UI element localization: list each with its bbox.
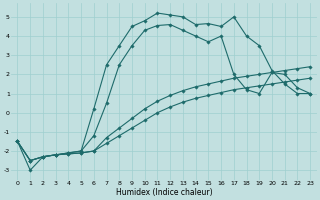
X-axis label: Humidex (Indice chaleur): Humidex (Indice chaleur)	[116, 188, 212, 197]
